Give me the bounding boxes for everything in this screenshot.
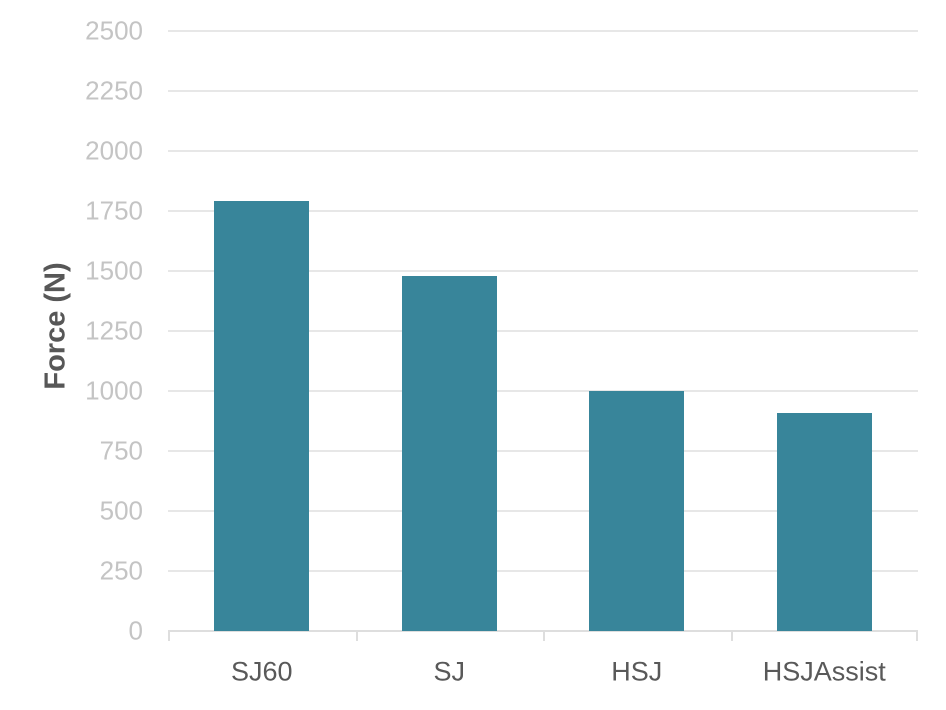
gridline xyxy=(168,30,918,32)
category-label-hsj: HSJ xyxy=(611,656,663,687)
gridline xyxy=(168,450,918,452)
y-tick-label: 500 xyxy=(99,495,143,526)
category-label-sj: SJ xyxy=(433,656,466,687)
x-axis-tick xyxy=(916,631,918,641)
y-tick-label: 1500 xyxy=(85,255,143,286)
y-tick-label: 2000 xyxy=(85,135,143,166)
x-axis-tick xyxy=(543,631,545,641)
category-label-sj60: SJ60 xyxy=(230,656,293,687)
gridline xyxy=(168,270,918,272)
category-label-hsjassist: HSJAssist xyxy=(762,656,886,687)
y-tick-label: 1000 xyxy=(85,375,143,406)
bar-sj xyxy=(401,275,497,631)
y-tick-label: 2500 xyxy=(85,15,143,46)
bar-sj60 xyxy=(214,201,310,631)
x-axis-tick xyxy=(730,631,733,641)
x-axis-tick xyxy=(168,631,170,641)
gridline xyxy=(168,570,918,572)
y-tick-label: 250 xyxy=(99,555,143,586)
gridline xyxy=(168,150,918,152)
plot-area: 0 250 500 750 1000 1250 1500 1750 2000 2250 2500 xyxy=(85,16,918,646)
gridline xyxy=(168,90,918,92)
y-tick-label: 1250 xyxy=(85,315,143,346)
y-tick-label: 1750 xyxy=(85,195,143,226)
x-axis-tick xyxy=(355,631,358,641)
gridline xyxy=(168,210,918,212)
bar-hsjassist xyxy=(776,412,872,631)
y-tick-label: 2250 xyxy=(85,75,143,106)
bar-hsj xyxy=(589,391,685,631)
gridline xyxy=(168,390,918,392)
y-tick-label: 0 xyxy=(128,615,143,646)
gridline xyxy=(168,330,918,332)
y-tick-label: 750 xyxy=(99,435,143,466)
gridline xyxy=(168,510,918,512)
